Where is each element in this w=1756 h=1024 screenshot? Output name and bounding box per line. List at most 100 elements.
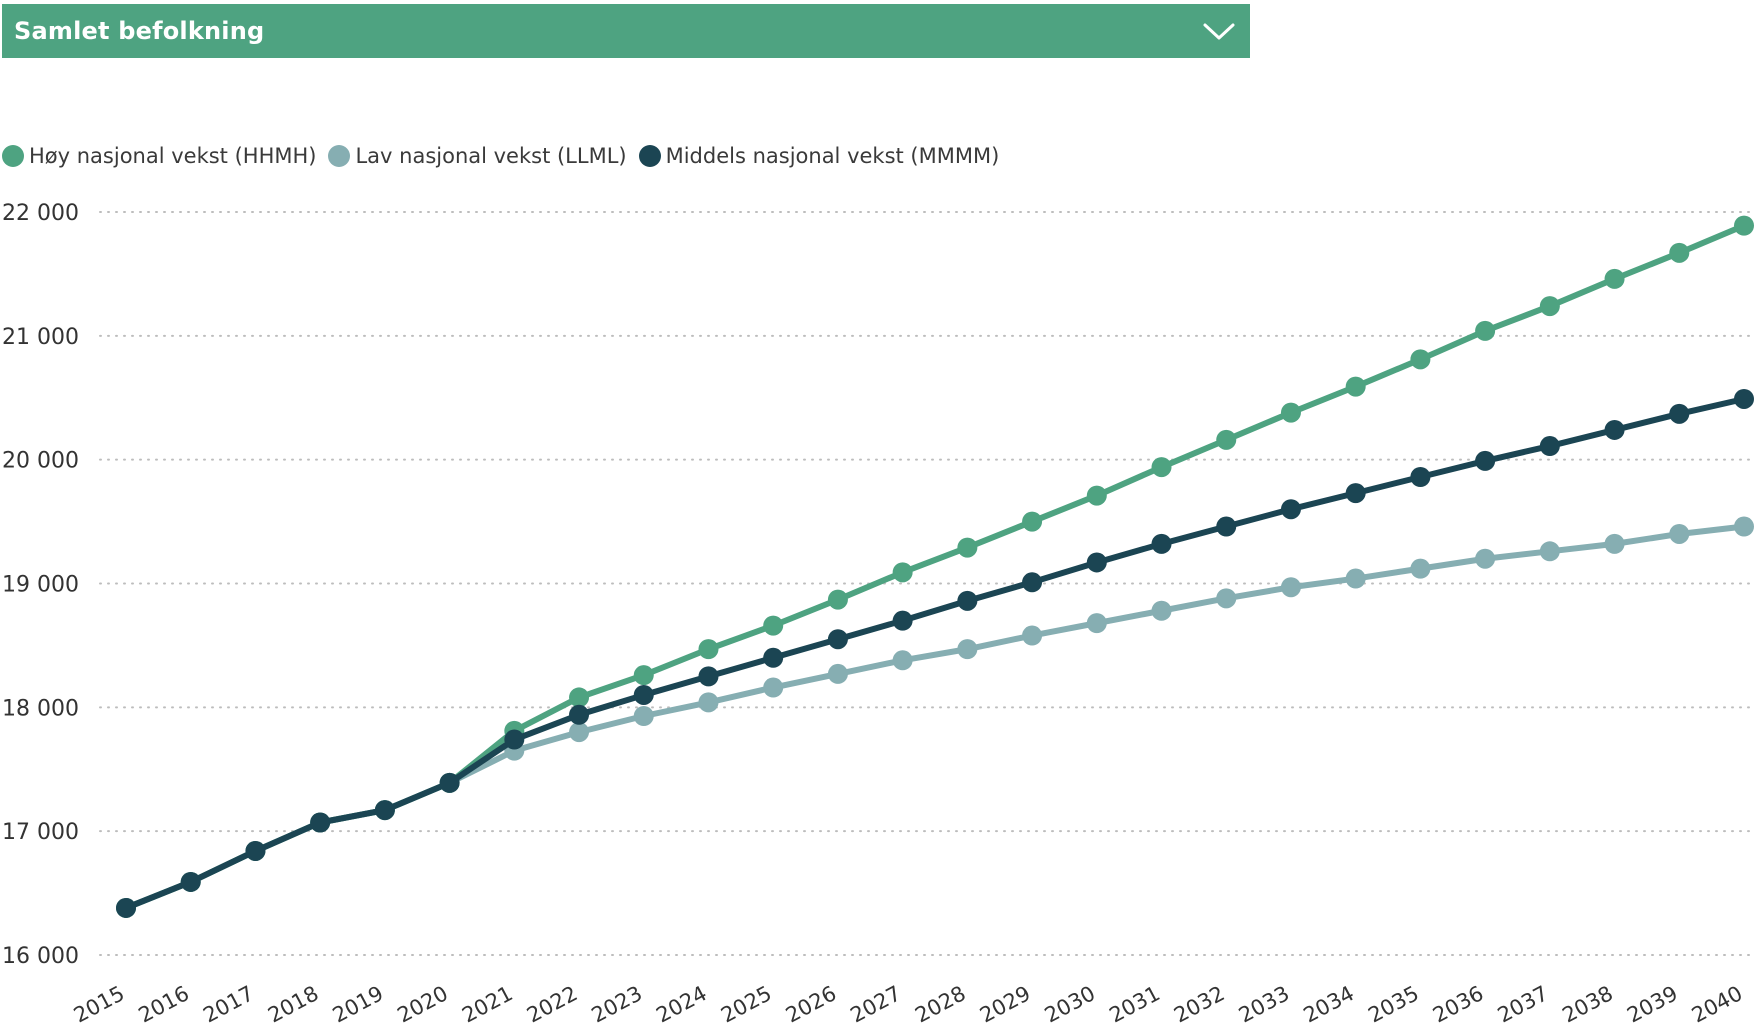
data-point-s2-2018 <box>310 812 331 833</box>
data-point-s2-2035 <box>1410 467 1431 488</box>
data-point-s2-2033 <box>1280 499 1301 520</box>
legend-marker-lav <box>328 145 351 167</box>
legend-label-hoy: Høy nasjonal vekst (HHMH) <box>29 144 317 168</box>
data-point-s2-2039 <box>1669 403 1690 424</box>
legend-item-lav[interactable]: Lav nasjonal vekst (LLML) <box>328 144 627 168</box>
data-point-s2-2019 <box>374 800 395 821</box>
x-tick-label-2040: 2040 <box>1688 981 1746 1024</box>
x-tick-label-2023: 2023 <box>588 981 646 1024</box>
x-tick-label-2032: 2032 <box>1170 981 1228 1024</box>
data-point-s0-2040 <box>1734 215 1754 236</box>
data-point-s1-2034 <box>1345 568 1366 589</box>
data-point-s2-2017 <box>245 840 266 861</box>
data-point-s2-2028 <box>957 590 978 611</box>
series-line-2 <box>123 395 1747 911</box>
data-point-s2-2036 <box>1475 450 1496 471</box>
y-tick-label-16000: 16 000 <box>2 944 79 969</box>
y-tick-label-22000: 22 000 <box>2 201 79 226</box>
legend-item-middels[interactable]: Middels nasjonal vekst (MMMM) <box>638 144 1000 168</box>
data-point-s0-2039 <box>1669 242 1690 263</box>
data-point-s1-2023 <box>633 706 654 727</box>
data-point-s2-2040 <box>1734 388 1754 409</box>
data-point-s1-2039 <box>1669 523 1690 544</box>
x-tick-label-2036: 2036 <box>1429 981 1487 1024</box>
series-line-0 <box>123 222 1747 911</box>
legend-marker-hoy <box>2 145 24 167</box>
x-tick-label-2018: 2018 <box>264 981 322 1024</box>
x-tick-label-2019: 2019 <box>329 981 387 1024</box>
x-tick-label-2015: 2015 <box>70 981 128 1024</box>
data-point-s0-2033 <box>1280 402 1301 423</box>
data-point-s2-2038 <box>1604 419 1625 440</box>
data-point-s2-2031 <box>1151 533 1172 554</box>
data-point-s0-2034 <box>1345 376 1366 397</box>
data-point-s2-2026 <box>827 629 848 650</box>
data-point-s2-2032 <box>1216 516 1237 537</box>
data-point-s2-2024 <box>698 666 719 687</box>
data-point-s0-2029 <box>1022 511 1043 532</box>
x-tick-label-2020: 2020 <box>393 981 451 1024</box>
legend-label-lav: Lav nasjonal vekst (LLML) <box>355 144 627 168</box>
chart-title-dropdown[interactable]: Samlet befolkning <box>2 4 1250 58</box>
x-tick-label-2029: 2029 <box>976 981 1034 1024</box>
y-tick-label-20000: 20 000 <box>2 449 79 474</box>
data-point-s0-2030 <box>1086 485 1107 506</box>
x-tick-label-2039: 2039 <box>1623 981 1681 1024</box>
data-point-s1-2032 <box>1216 588 1237 609</box>
data-point-s1-2025 <box>763 677 784 698</box>
x-tick-label-2037: 2037 <box>1494 981 1552 1024</box>
x-tick-label-2028: 2028 <box>911 981 969 1024</box>
data-point-s2-2027 <box>892 610 913 631</box>
y-tick-label-21000: 21 000 <box>2 325 79 350</box>
x-tick-label-2030: 2030 <box>1041 981 1099 1024</box>
y-tick-label-17000: 17 000 <box>2 820 79 845</box>
data-point-s1-2024 <box>698 692 719 713</box>
x-tick-label-2026: 2026 <box>782 981 840 1024</box>
x-tick-label-2017: 2017 <box>199 981 257 1024</box>
data-point-s0-2022 <box>569 687 590 708</box>
data-point-s1-2038 <box>1604 533 1625 554</box>
data-point-s2-2025 <box>763 647 784 668</box>
data-point-s0-2038 <box>1604 268 1625 289</box>
data-point-s1-2031 <box>1151 600 1172 621</box>
data-point-s0-2027 <box>892 562 913 583</box>
x-tick-label-2027: 2027 <box>847 981 905 1024</box>
chevron-down-icon[interactable] <box>1202 19 1236 43</box>
data-point-s1-2040 <box>1734 516 1754 537</box>
legend-item-hoy[interactable]: Høy nasjonal vekst (HHMH) <box>2 144 316 168</box>
data-point-s2-2037 <box>1539 436 1560 457</box>
data-point-s2-2020 <box>439 772 460 793</box>
data-point-s1-2028 <box>957 639 978 660</box>
x-tick-label-2024: 2024 <box>652 981 710 1024</box>
legend-marker-middels <box>638 145 661 167</box>
data-point-s0-2036 <box>1475 320 1496 341</box>
data-point-s1-2027 <box>892 650 913 671</box>
data-point-s0-2026 <box>827 589 848 610</box>
data-point-s1-2037 <box>1539 541 1560 562</box>
chart-legend: Høy nasjonal vekst (HHMH) Lav nasjonal v… <box>2 144 1011 168</box>
data-point-s2-2016 <box>180 871 201 892</box>
x-tick-label-2025: 2025 <box>717 981 775 1024</box>
data-point-s2-2021 <box>504 729 525 750</box>
data-point-s1-2030 <box>1086 613 1107 634</box>
data-point-s0-2023 <box>633 665 654 686</box>
x-tick-label-2031: 2031 <box>1105 981 1163 1024</box>
data-point-s1-2022 <box>569 722 590 743</box>
data-point-s2-2022 <box>569 704 590 725</box>
chart-title: Samlet befolkning <box>14 17 265 45</box>
x-tick-label-2021: 2021 <box>458 981 516 1024</box>
data-point-s0-2032 <box>1216 429 1237 450</box>
x-tick-label-2016: 2016 <box>135 981 193 1024</box>
x-tick-label-2022: 2022 <box>523 981 581 1024</box>
x-tick-label-2034: 2034 <box>1300 981 1358 1024</box>
data-point-s0-2024 <box>698 639 719 660</box>
x-tick-label-2035: 2035 <box>1364 981 1422 1024</box>
x-tick-label-2038: 2038 <box>1558 981 1616 1024</box>
data-point-s0-2025 <box>763 615 784 636</box>
data-point-s2-2034 <box>1345 483 1366 504</box>
x-tick-label-2033: 2033 <box>1235 981 1293 1024</box>
data-point-s2-2029 <box>1022 572 1043 593</box>
data-point-s1-2026 <box>827 663 848 684</box>
data-point-s2-2030 <box>1086 552 1107 573</box>
legend-label-middels: Middels nasjonal vekst (MMMM) <box>665 144 1000 168</box>
